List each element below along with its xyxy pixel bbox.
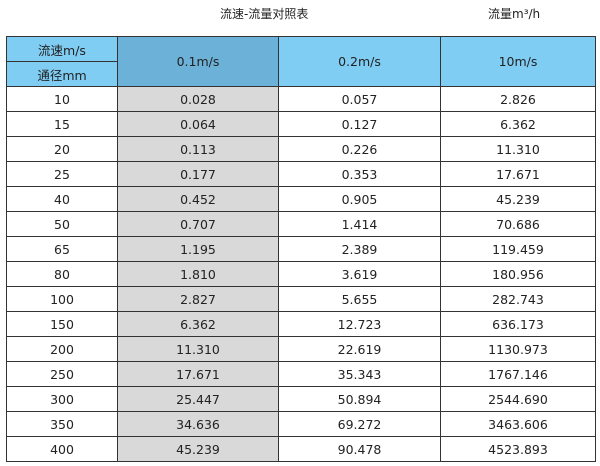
table-row: 10 0.028 0.057 2.826: [6, 86, 596, 112]
diameter-cell: 25: [6, 161, 118, 187]
flow-cell: 6.362: [440, 111, 596, 137]
table-row: 20 0.113 0.226 11.310: [6, 136, 596, 162]
table-row: 100 2.827 5.655 282.743: [6, 286, 596, 312]
table-row: 50 0.707 1.414 70.686: [6, 211, 596, 237]
table-title: 流速-流量对照表: [220, 7, 309, 21]
flow-cell: 11.310: [440, 136, 596, 162]
diameter-cell: 10: [6, 86, 118, 112]
diameter-cell: 50: [6, 211, 118, 237]
table-row: 15 0.064 0.127 6.362: [6, 111, 596, 137]
table-row: 25 0.177 0.353 17.671: [6, 161, 596, 187]
column-header: 0.2m/s: [278, 36, 441, 87]
flow-cell: 0.057: [278, 86, 441, 112]
flow-cell: 2.826: [440, 86, 596, 112]
table-row: 200 11.310 22.619 1130.973: [6, 336, 596, 362]
flow-cell: 4523.893: [440, 436, 596, 462]
flow-cell: 0.113: [117, 136, 279, 162]
unit-label: 流量m³/h: [488, 7, 541, 21]
flow-cell: 0.905: [278, 186, 441, 212]
flow-cell: 119.459: [440, 236, 596, 262]
header-row: 通径mm: [6, 61, 596, 87]
flow-cell: 45.239: [117, 436, 279, 462]
table-row: 65 1.195 2.389 119.459: [6, 236, 596, 262]
flow-cell: 2544.690: [440, 386, 596, 412]
flow-cell: 1767.146: [440, 361, 596, 387]
flow-cell: 0.177: [117, 161, 279, 187]
flow-cell: 50.894: [278, 386, 441, 412]
diameter-cell: 65: [6, 236, 118, 262]
diameter-cell: 100: [6, 286, 118, 312]
flow-cell: 3.619: [278, 261, 441, 287]
flow-cell: 0.452: [117, 186, 279, 212]
diameter-cell: 250: [6, 361, 118, 387]
flow-cell: 22.619: [278, 336, 441, 362]
diameter-cell: 300: [6, 386, 118, 412]
flow-cell: 35.343: [278, 361, 441, 387]
diameter-label: 通径mm: [6, 61, 118, 87]
velocity-label: 流速m/s: [6, 36, 118, 62]
flow-cell: 1.810: [117, 261, 279, 287]
flow-cell: 70.686: [440, 211, 596, 237]
flow-cell: 45.239: [440, 186, 596, 212]
flow-cell: 5.655: [278, 286, 441, 312]
header-row: 流速m/s 0.1m/s 0.2m/s 10m/s: [6, 36, 596, 87]
diameter-cell: 80: [6, 261, 118, 287]
flow-cell: 69.272: [278, 411, 441, 437]
table-row: 350 34.636 69.272 3463.606: [6, 411, 596, 437]
diameter-cell: 15: [6, 111, 118, 137]
flow-cell: 636.173: [440, 311, 596, 337]
diameter-cell: 350: [6, 411, 118, 437]
diameter-cell: 40: [6, 186, 118, 212]
table-row: 300 25.447 50.894 2544.690: [6, 386, 596, 412]
flow-cell: 6.362: [117, 311, 279, 337]
table-row: 80 1.810 3.619 180.956: [6, 261, 596, 287]
flow-cell: 0.028: [117, 86, 279, 112]
diameter-cell: 200: [6, 336, 118, 362]
flow-cell: 34.636: [117, 411, 279, 437]
flow-cell: 2.389: [278, 236, 441, 262]
flow-cell: 17.671: [117, 361, 279, 387]
flow-table: 流速m/s 0.1m/s 0.2m/s 10m/s 通径mm 10 0.028 0.…: [6, 36, 596, 462]
table-row: 40 0.452 0.905 45.239: [6, 186, 596, 212]
flow-cell: 0.353: [278, 161, 441, 187]
flow-cell: 0.226: [278, 136, 441, 162]
column-header: 10m/s: [440, 36, 596, 87]
flow-cell: 11.310: [117, 336, 279, 362]
flow-cell: 1130.973: [440, 336, 596, 362]
table-row: 400 45.239 90.478 4523.893: [6, 436, 596, 462]
flow-cell: 180.956: [440, 261, 596, 287]
diameter-cell: 20: [6, 136, 118, 162]
flow-cell: 25.447: [117, 386, 279, 412]
diameter-cell: 150: [6, 311, 118, 337]
flow-cell: 12.723: [278, 311, 441, 337]
table-row: 250 17.671 35.343 1767.146: [6, 361, 596, 387]
column-header: 0.1m/s: [117, 36, 279, 87]
flow-cell: 3463.606: [440, 411, 596, 437]
table-row: 150 6.362 12.723 636.173: [6, 311, 596, 337]
flow-cell: 17.671: [440, 161, 596, 187]
flow-cell: 90.478: [278, 436, 441, 462]
flow-cell: 1.414: [278, 211, 441, 237]
diameter-cell: 400: [6, 436, 118, 462]
flow-cell: 0.127: [278, 111, 441, 137]
flow-cell: 0.064: [117, 111, 279, 137]
flow-cell: 1.195: [117, 236, 279, 262]
flow-cell: 282.743: [440, 286, 596, 312]
flow-cell: 2.827: [117, 286, 279, 312]
flow-cell: 0.707: [117, 211, 279, 237]
